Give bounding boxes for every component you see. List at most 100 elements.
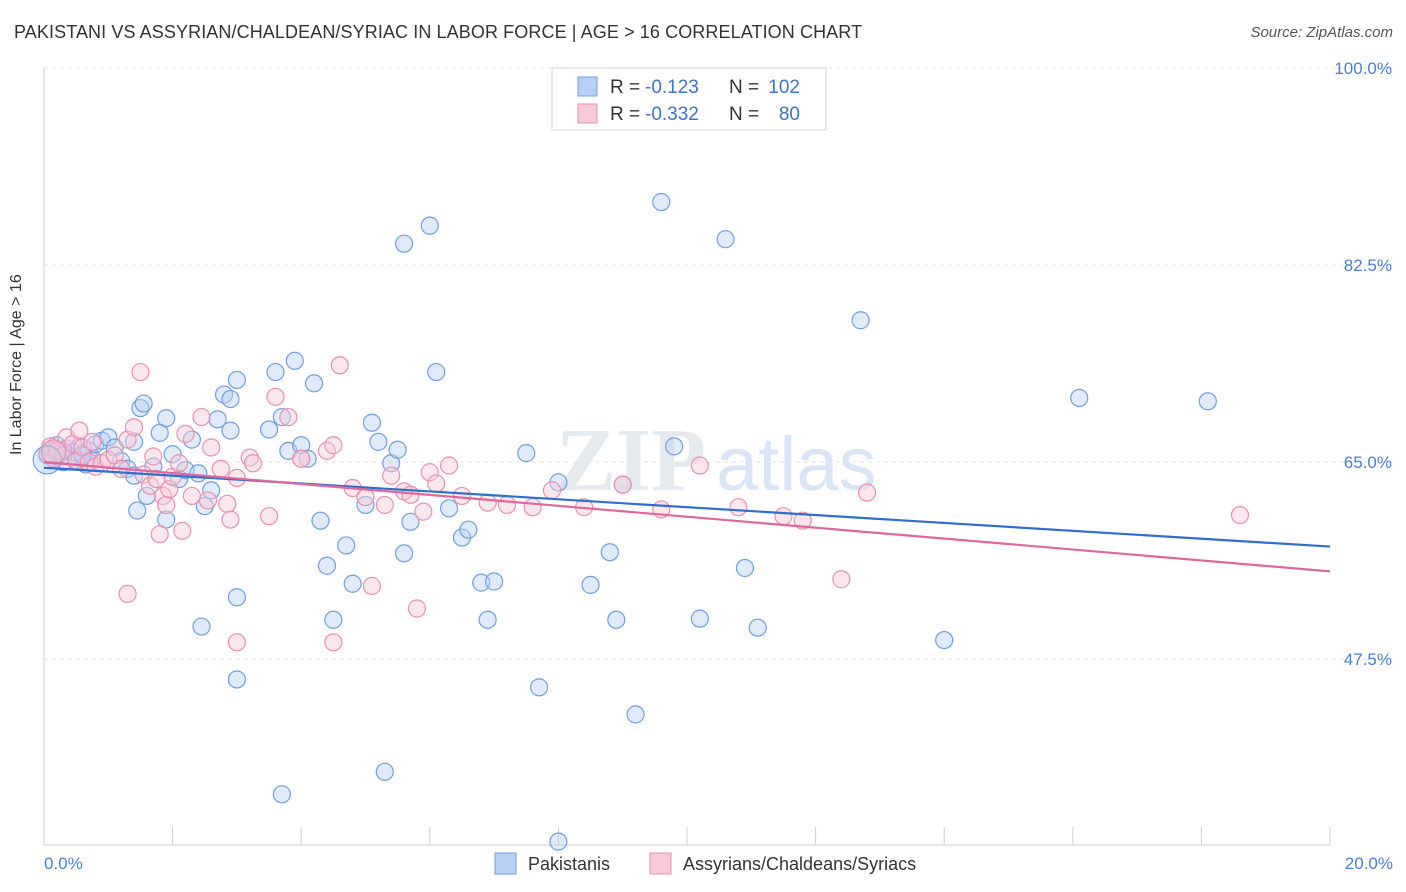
point-assyrian xyxy=(324,633,343,652)
point-pakistani xyxy=(343,574,362,593)
legend-swatch xyxy=(577,103,598,124)
point-assyrian xyxy=(221,510,240,529)
point-pakistani xyxy=(324,610,343,629)
legend-n-label: N = xyxy=(729,104,759,125)
point-assyrian xyxy=(240,448,259,467)
watermark-atlas: atlas xyxy=(716,422,877,507)
point-assyrian xyxy=(793,511,812,530)
point-assyrian xyxy=(690,456,709,475)
point-assyrian xyxy=(150,525,169,544)
point-assyrian xyxy=(1230,505,1250,525)
legend-r-label: R = xyxy=(610,77,640,98)
chart-title: PAKISTANI VS ASSYRIAN/CHALDEAN/SYRIAC IN… xyxy=(14,22,863,42)
point-pakistani xyxy=(607,610,626,629)
point-pakistani xyxy=(549,832,568,851)
point-assyrian xyxy=(523,498,542,517)
point-pakistani xyxy=(266,362,285,382)
y-axis-label: In Labor Force | Age > 16 xyxy=(8,274,25,455)
y-tick-label: 65.0% xyxy=(1344,453,1392,472)
point-pakistani xyxy=(1070,388,1089,408)
point-assyrian xyxy=(41,439,67,465)
point-pakistani xyxy=(935,630,954,650)
watermark-zip: ZIP xyxy=(556,411,706,510)
point-pakistani xyxy=(356,495,375,515)
point-assyrian xyxy=(131,362,150,382)
point-pakistani xyxy=(221,421,240,440)
point-assyrian xyxy=(144,447,163,466)
point-pakistani xyxy=(362,413,382,432)
point-assyrian xyxy=(414,502,433,521)
point-assyrian xyxy=(140,476,160,495)
point-pakistani xyxy=(420,216,439,235)
legend-n-label: N = xyxy=(729,77,759,98)
point-pakistani xyxy=(298,449,317,468)
legend-label-pakistanis: Pakistanis xyxy=(528,854,610,874)
grid-lines xyxy=(44,67,1392,660)
point-pakistani xyxy=(427,362,446,382)
trend-line-assyrian xyxy=(43,461,1331,573)
point-pakistani xyxy=(128,501,147,520)
point-pakistani xyxy=(202,481,221,500)
point-assyrian xyxy=(439,456,459,475)
legend-r-label: R = xyxy=(610,104,640,125)
legend-swatch-pakistanis xyxy=(494,852,517,875)
point-pakistani xyxy=(192,617,211,636)
point-assyrian xyxy=(407,599,427,618)
y-tick-label: 100.0% xyxy=(1334,59,1392,78)
point-assyrian xyxy=(375,495,394,515)
point-pakistani xyxy=(530,678,549,697)
point-pakistani xyxy=(163,445,182,464)
point-assyrian xyxy=(169,454,189,473)
point-pakistani xyxy=(851,311,870,330)
point-pakistani xyxy=(311,511,330,530)
series-legend: Pakistanis Assyrians/Chaldeans/Syriacs xyxy=(494,852,916,875)
point-assyrian xyxy=(292,449,311,468)
point-assyrian xyxy=(382,466,401,485)
point-pakistani xyxy=(459,520,478,539)
legend-swatch xyxy=(577,76,598,97)
point-pakistani xyxy=(375,762,394,781)
point-pakistani xyxy=(517,444,536,463)
point-assyrian xyxy=(497,495,517,515)
point-pakistani xyxy=(337,536,356,555)
point-pakistani xyxy=(227,370,246,390)
point-pakistani xyxy=(394,544,414,563)
point-assyrian xyxy=(118,584,137,603)
point-assyrian xyxy=(542,481,562,500)
stats-legend: R = -0.123 N = 102 R = -0.332 N = 80 xyxy=(551,67,827,131)
point-pakistani xyxy=(394,234,414,253)
point-pakistani xyxy=(208,410,227,429)
point-pakistani xyxy=(137,486,156,506)
point-pakistani xyxy=(272,407,292,427)
point-pakistani xyxy=(227,588,246,607)
point-pakistani xyxy=(195,496,214,516)
point-assyrian xyxy=(227,633,246,652)
y-tick-label: 47.5% xyxy=(1344,650,1392,669)
point-pakistani xyxy=(472,573,491,592)
data-points xyxy=(32,192,1250,851)
x-tick-label-max: 20.0% xyxy=(1345,854,1393,873)
point-assyrian xyxy=(211,459,230,478)
point-pakistani xyxy=(665,437,684,456)
legend-n-value: 102 xyxy=(768,77,800,98)
legend-r-value: -0.332 xyxy=(645,104,699,125)
stats-legend-box xyxy=(551,67,827,131)
point-pakistani xyxy=(272,785,292,804)
trend-lines xyxy=(43,461,1331,573)
point-pakistani xyxy=(439,499,459,518)
point-pakistani xyxy=(626,705,645,724)
point-pakistani xyxy=(478,610,497,629)
legend-r-value: -0.123 xyxy=(645,77,699,98)
point-assyrian xyxy=(124,418,144,437)
point-assyrian xyxy=(774,507,793,526)
legend-swatch-assyrians xyxy=(649,852,672,875)
point-assyrian xyxy=(857,483,877,502)
point-pakistani xyxy=(735,558,754,578)
point-assyrian xyxy=(198,491,218,510)
legend-label-assyrians: Assyrians/Chaldeans/Syriacs xyxy=(683,854,916,874)
point-pakistani xyxy=(748,618,767,637)
point-pakistani xyxy=(189,464,208,483)
point-assyrian xyxy=(729,498,748,517)
source-label: Source: ZipAtlas.com xyxy=(1250,24,1393,41)
point-pakistani xyxy=(285,351,304,370)
